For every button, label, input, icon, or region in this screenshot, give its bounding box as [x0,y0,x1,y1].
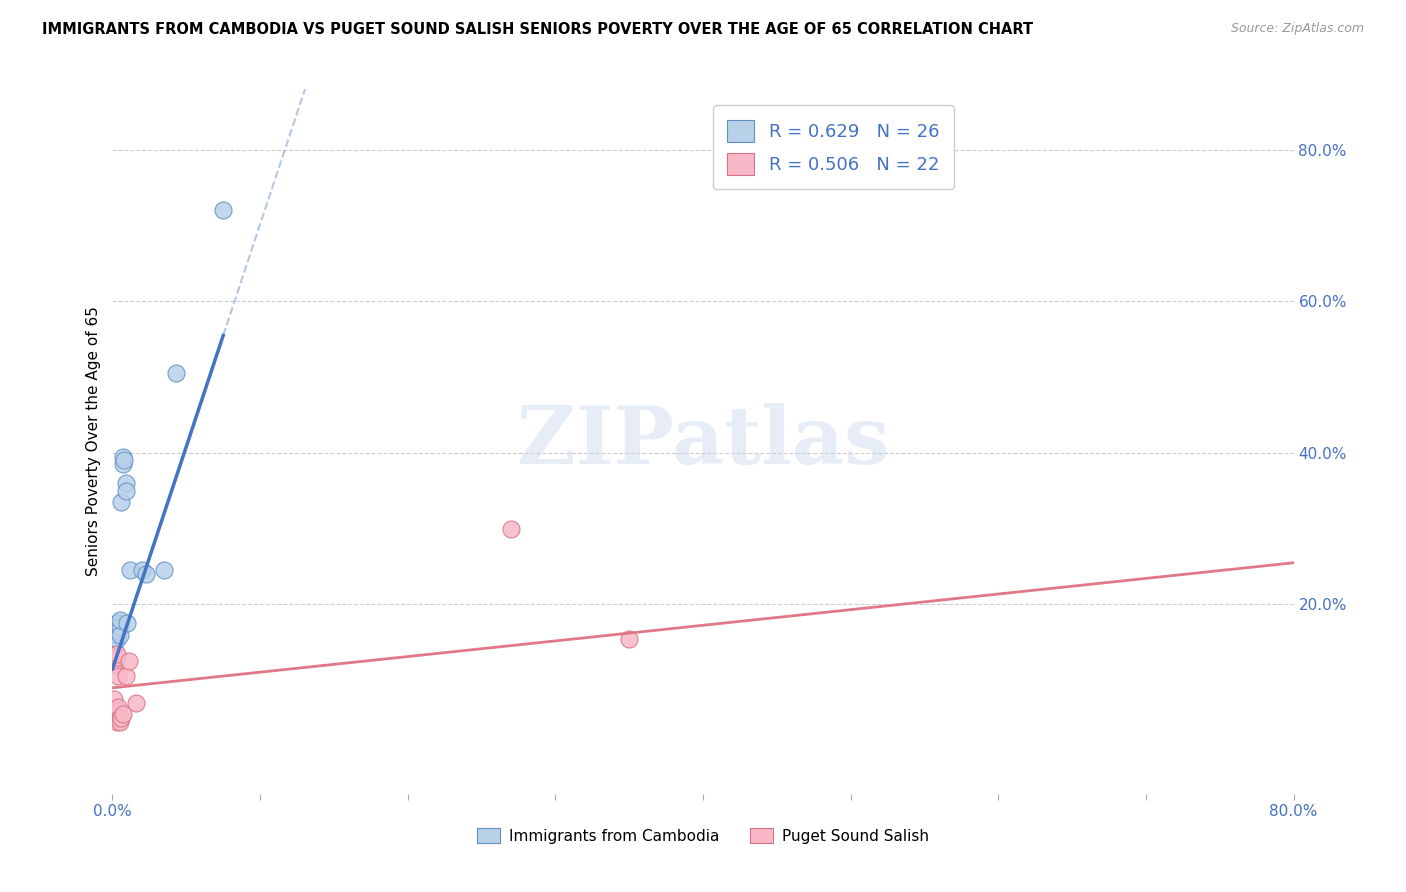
Point [114,476,136,491]
Point [108,628,131,642]
Point [104,632,127,646]
Point [111,457,134,471]
Point [103,692,125,706]
Point [105,647,128,661]
Point [105,620,128,634]
Y-axis label: Seniors Poverty Over the Age of 65: Seniors Poverty Over the Age of 65 [86,307,101,576]
Point [165,367,187,381]
Point [105,714,128,729]
Legend: Immigrants from Cambodia, Puget Sound Salish: Immigrants from Cambodia, Puget Sound Sa… [471,822,935,850]
Point [619,632,641,646]
Point [107,624,129,638]
Point [104,628,127,642]
Point [104,654,127,668]
Point [108,714,131,729]
Point [103,711,125,725]
Point [135,567,157,582]
Point [114,669,136,683]
Point [107,699,129,714]
Point [501,522,523,536]
Point [111,707,134,722]
Point [117,616,138,631]
Text: IMMIGRANTS FROM CAMBODIA VS PUGET SOUND SALISH SENIORS POVERTY OVER THE AGE OF 6: IMMIGRANTS FROM CAMBODIA VS PUGET SOUND … [42,22,1033,37]
Point [212,203,235,218]
Point [105,711,128,725]
Point [108,711,131,725]
Point [104,704,127,718]
Point [120,563,142,577]
Point [105,650,128,665]
Point [107,704,129,718]
Text: ZIPatlas: ZIPatlas [517,402,889,481]
Point [114,483,136,498]
Point [103,707,125,722]
Point [131,563,153,577]
Point [110,495,132,509]
Point [105,632,128,646]
Point [107,669,129,683]
Point [104,658,127,673]
Point [111,450,134,464]
Text: Source: ZipAtlas.com: Source: ZipAtlas.com [1230,22,1364,36]
Point [108,620,131,634]
Point [118,654,141,668]
Point [107,620,129,634]
Point [108,613,131,627]
Point [103,639,125,653]
Point [105,616,128,631]
Point [107,624,129,638]
Point [125,696,148,710]
Point [110,711,132,725]
Point [112,453,135,467]
Point [153,563,176,577]
Point [107,616,129,631]
